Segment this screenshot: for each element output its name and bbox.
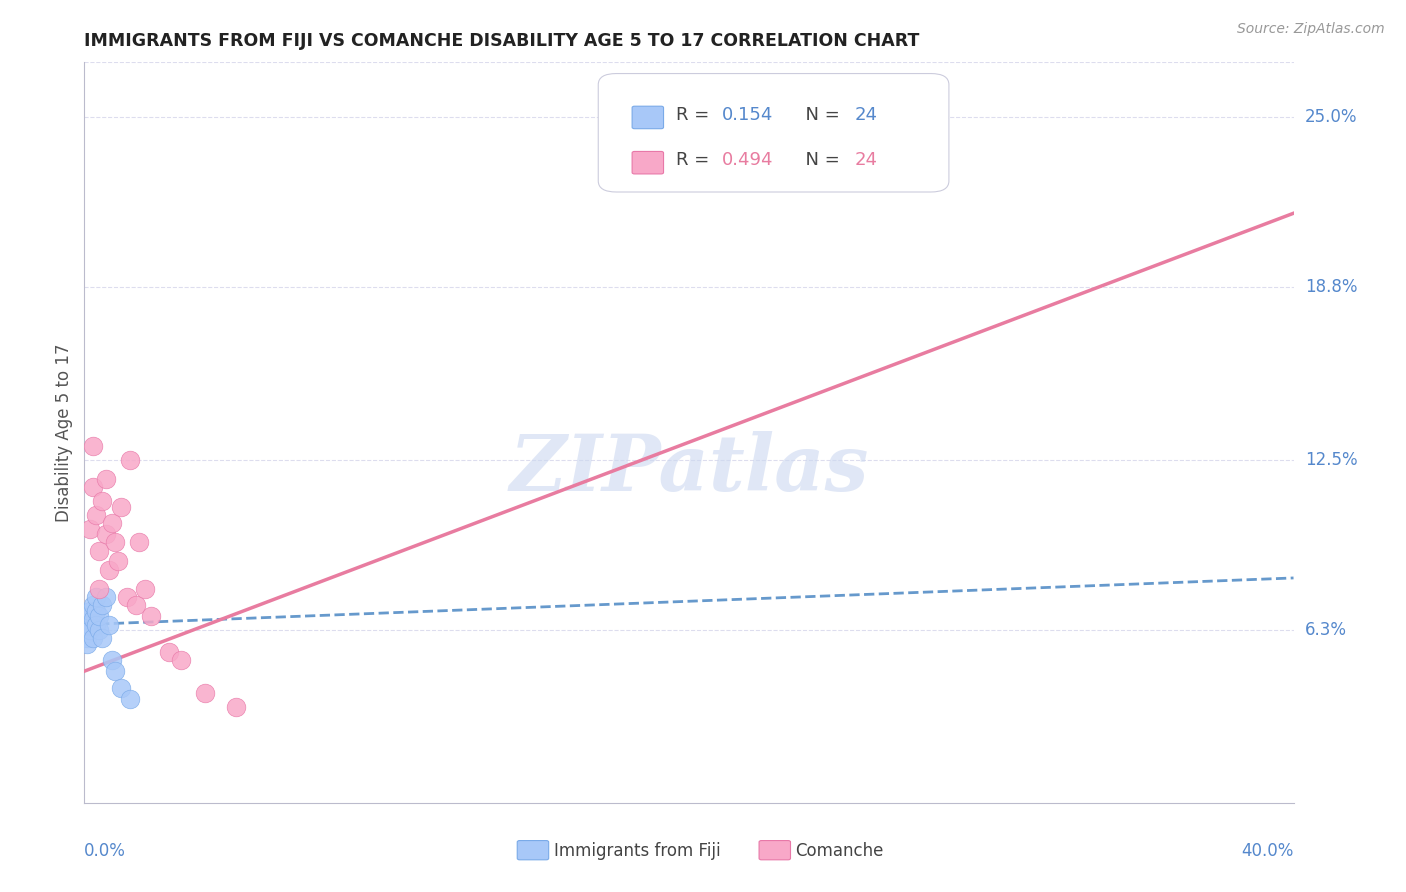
Y-axis label: Disability Age 5 to 17: Disability Age 5 to 17 [55, 343, 73, 522]
Point [79, 522, 101, 536]
Text: 12.5%: 12.5% [1305, 451, 1357, 469]
Text: 0.154: 0.154 [721, 105, 773, 124]
Point [86, 590, 108, 604]
Point [82, 612, 104, 626]
Text: 0.0%: 0.0% [84, 842, 127, 860]
Point [82, 480, 104, 494]
Text: ZIPatlas: ZIPatlas [509, 432, 869, 508]
Point [89, 609, 111, 624]
Point [79, 609, 101, 624]
Point [82, 439, 104, 453]
Text: 24: 24 [855, 105, 877, 124]
Point [91, 632, 114, 646]
Point [118, 453, 141, 467]
Point [89, 582, 111, 596]
Text: 40.0%: 40.0% [1241, 842, 1294, 860]
Point [91, 599, 114, 613]
FancyBboxPatch shape [599, 73, 949, 192]
Text: N =: N = [794, 105, 845, 124]
Point [633, 110, 655, 124]
Point [79, 617, 101, 632]
Point [104, 535, 127, 549]
Point [82, 632, 104, 646]
Point [225, 699, 247, 714]
Point [139, 609, 162, 624]
Point [94, 527, 117, 541]
Point [118, 691, 141, 706]
Point [94, 590, 117, 604]
Point [107, 554, 129, 568]
Text: Comanche: Comanche [796, 842, 884, 860]
Point [79, 623, 101, 637]
Point [86, 508, 108, 522]
Point [194, 686, 217, 700]
FancyBboxPatch shape [633, 152, 664, 174]
Point [170, 653, 193, 667]
Point [94, 472, 117, 486]
Point [110, 500, 132, 514]
Point [125, 599, 148, 613]
Point [91, 494, 114, 508]
Point [82, 599, 104, 613]
Text: Immigrants from Fiji: Immigrants from Fiji [554, 842, 720, 860]
Text: 24: 24 [855, 151, 877, 169]
FancyBboxPatch shape [759, 840, 790, 860]
Point [86, 604, 108, 618]
Text: R =: R = [676, 151, 714, 169]
Text: Source: ZipAtlas.com: Source: ZipAtlas.com [1237, 22, 1385, 37]
Text: N =: N = [794, 151, 845, 169]
Text: 25.0%: 25.0% [1305, 108, 1357, 127]
Point [115, 590, 138, 604]
Point [86, 617, 108, 632]
Point [89, 543, 111, 558]
Point [76, 637, 98, 651]
Point [79, 604, 101, 618]
FancyBboxPatch shape [517, 840, 548, 860]
Point [97, 617, 120, 632]
FancyBboxPatch shape [633, 106, 664, 128]
Text: R =: R = [676, 105, 714, 124]
Point [128, 535, 150, 549]
Point [134, 582, 156, 596]
Point [104, 664, 127, 678]
Point [76, 632, 98, 646]
Point [100, 516, 122, 530]
Text: 6.3%: 6.3% [1305, 621, 1347, 639]
Point [97, 563, 120, 577]
Point [157, 645, 180, 659]
Point [100, 653, 122, 667]
Point [89, 623, 111, 637]
Point [76, 617, 98, 632]
Point [76, 625, 98, 640]
Text: 0.494: 0.494 [721, 151, 773, 169]
Point [110, 681, 132, 695]
Text: IMMIGRANTS FROM FIJI VS COMANCHE DISABILITY AGE 5 TO 17 CORRELATION CHART: IMMIGRANTS FROM FIJI VS COMANCHE DISABIL… [84, 32, 920, 50]
Text: 18.8%: 18.8% [1305, 278, 1357, 296]
